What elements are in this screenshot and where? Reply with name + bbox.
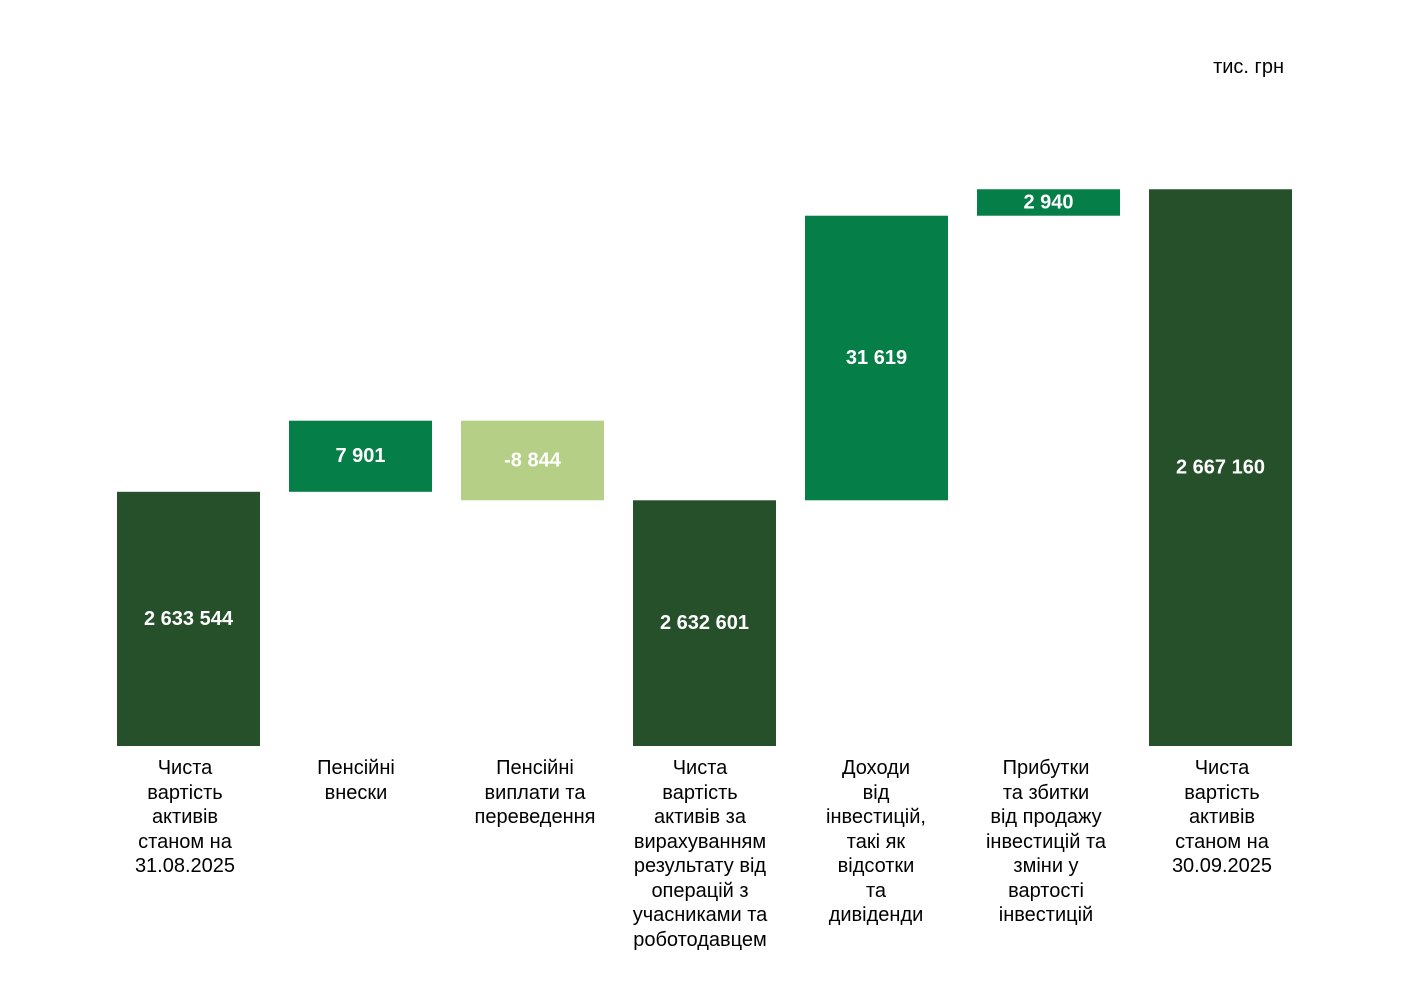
bar	[289, 420, 432, 492]
data-label: 2 940	[1023, 191, 1073, 213]
data-label: 31 619	[846, 347, 907, 369]
data-label: 2 667 160	[1176, 457, 1265, 479]
data-label: 2 632 601	[660, 612, 749, 634]
bar	[633, 500, 776, 746]
data-label: 2 633 544	[144, 608, 234, 630]
category-label: Чиста вартість активів станом на 31.08.2…	[134, 757, 236, 877]
bar	[977, 189, 1120, 216]
category-label: Чиста вартість активів за вирахуванням р…	[632, 757, 768, 951]
category-label: Пенсійні внески	[317, 757, 395, 804]
bar	[805, 215, 948, 501]
bar	[1149, 189, 1292, 746]
data-label: -8 844	[504, 449, 562, 471]
category-label: Доходи від інвестицій, такі як відсотки …	[826, 757, 926, 926]
unit-label: тис. грн	[1213, 56, 1284, 78]
category-label: Чиста вартість активів станом на 30.09.2…	[1171, 757, 1273, 877]
data-label: 7 901	[335, 445, 385, 467]
category-label: Пенсійні виплати та переведення	[474, 757, 596, 828]
category-label: Прибутки та збитки від продажу інвестиці…	[985, 757, 1107, 926]
bar	[461, 420, 604, 501]
bar	[117, 491, 260, 746]
